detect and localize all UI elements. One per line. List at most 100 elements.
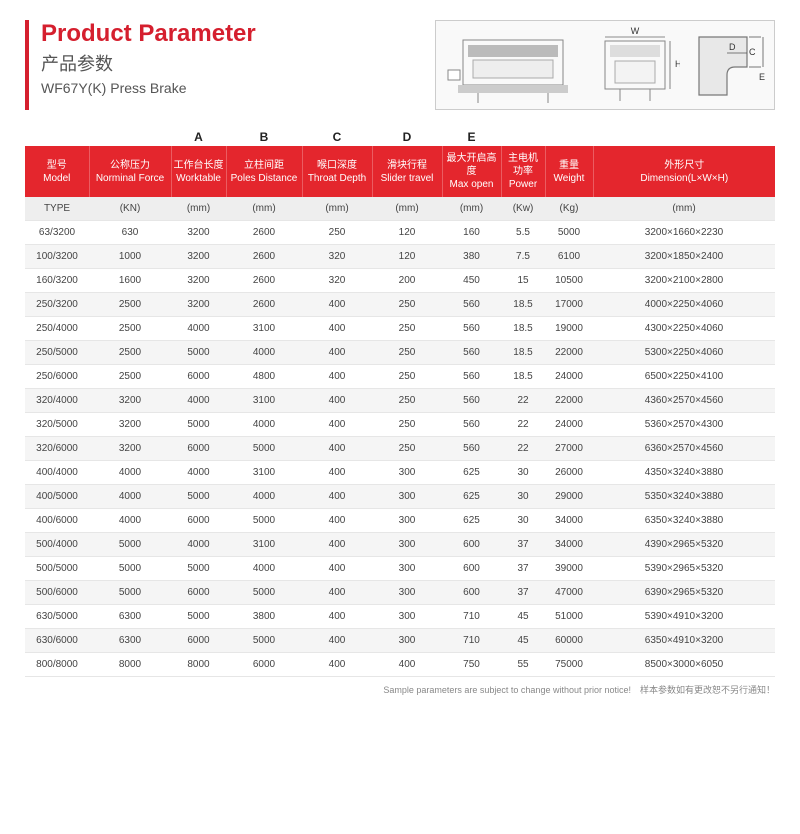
data-cell: 400 [302, 413, 372, 437]
data-cell: 5000 [89, 533, 171, 557]
column-header: 喉口深度Throat Depth [302, 146, 372, 197]
data-cell: 400 [302, 557, 372, 581]
table-row: 400/600040006000500040030062530340006350… [25, 509, 775, 533]
data-cell: 560 [442, 365, 501, 389]
data-cell: 3800 [226, 605, 302, 629]
data-cell: 34000 [545, 509, 593, 533]
data-cell: 630/6000 [25, 629, 89, 653]
data-cell: 75000 [545, 653, 593, 677]
svg-text:W: W [631, 26, 640, 36]
column-letter [89, 130, 171, 144]
data-cell: 22 [501, 437, 545, 461]
data-cell: 800/8000 [25, 653, 89, 677]
data-cell: 320 [302, 269, 372, 293]
data-cell: 4000 [226, 485, 302, 509]
data-cell: 6300 [89, 605, 171, 629]
data-cell: 1600 [89, 269, 171, 293]
data-cell: 120 [372, 245, 442, 269]
data-cell: 2600 [226, 269, 302, 293]
data-cell: 400 [302, 605, 372, 629]
data-cell: 5000 [226, 437, 302, 461]
data-cell: 8500×3000×6050 [593, 653, 775, 677]
data-cell: 250/4000 [25, 317, 89, 341]
title-english: Product Parameter [41, 20, 435, 48]
data-cell: 6300 [89, 629, 171, 653]
title-block: Product Parameter 产品参数 WF67Y(K) Press Br… [41, 20, 435, 96]
data-cell: 4000 [226, 341, 302, 365]
data-cell: 300 [372, 485, 442, 509]
table-row: 250/500025005000400040025056018.52200053… [25, 341, 775, 365]
data-cell: 5390×2965×5320 [593, 557, 775, 581]
machine-front-icon [443, 25, 583, 105]
data-cell: 6350×3240×3880 [593, 509, 775, 533]
data-cell: 5000 [89, 581, 171, 605]
data-cell: 250 [372, 341, 442, 365]
product-subtitle: WF67Y(K) Press Brake [41, 80, 435, 96]
unit-cell: (mm) [442, 197, 501, 221]
data-cell: 400/5000 [25, 485, 89, 509]
data-cell: 400 [302, 509, 372, 533]
data-cell: 19000 [545, 317, 593, 341]
data-cell: 5000 [226, 629, 302, 653]
data-cell: 3200×1850×2400 [593, 245, 775, 269]
column-letter: A [171, 130, 226, 144]
data-cell: 5350×3240×3880 [593, 485, 775, 509]
data-cell: 500/4000 [25, 533, 89, 557]
data-cell: 500/5000 [25, 557, 89, 581]
data-cell: 2500 [89, 341, 171, 365]
data-cell: 400/6000 [25, 509, 89, 533]
data-cell: 29000 [545, 485, 593, 509]
data-cell: 560 [442, 413, 501, 437]
data-cell: 5000 [89, 557, 171, 581]
data-cell: 18.5 [501, 341, 545, 365]
column-letter [593, 130, 775, 144]
data-cell: 250 [372, 317, 442, 341]
data-cell: 710 [442, 629, 501, 653]
data-cell: 6000 [226, 653, 302, 677]
data-cell: 30 [501, 485, 545, 509]
product-diagram: W H D C E [435, 20, 775, 110]
data-cell: 625 [442, 509, 501, 533]
data-cell: 4360×2570×4560 [593, 389, 775, 413]
data-cell: 4000 [171, 461, 226, 485]
column-letter-labels: ABCDE [25, 130, 775, 144]
data-cell: 1000 [89, 245, 171, 269]
svg-text:E: E [759, 72, 765, 82]
data-cell: 6500×2250×4100 [593, 365, 775, 389]
units-row: TYPE(KN)(mm)(mm)(mm)(mm)(mm)(Kw)(Kg)(mm) [25, 197, 775, 221]
data-cell: 400 [302, 293, 372, 317]
data-cell: 8000 [171, 653, 226, 677]
data-cell: 3100 [226, 533, 302, 557]
data-cell: 8000 [89, 653, 171, 677]
table-row: 320/400032004000310040025056022220004360… [25, 389, 775, 413]
data-cell: 300 [372, 605, 442, 629]
column-letter: D [372, 130, 442, 144]
data-cell: 6360×2570×4560 [593, 437, 775, 461]
column-letter [501, 130, 545, 144]
data-cell: 6000 [171, 365, 226, 389]
data-cell: 3200×1660×2230 [593, 221, 775, 245]
data-cell: 250 [372, 389, 442, 413]
data-cell: 34000 [545, 533, 593, 557]
column-header: 主电机功率Power [501, 146, 545, 197]
data-cell: 6000 [171, 509, 226, 533]
data-cell: 100/3200 [25, 245, 89, 269]
data-cell: 400 [302, 485, 372, 509]
unit-cell: (mm) [171, 197, 226, 221]
data-cell: 17000 [545, 293, 593, 317]
data-cell: 4800 [226, 365, 302, 389]
data-cell: 4000 [171, 317, 226, 341]
data-cell: 3100 [226, 389, 302, 413]
data-cell: 250 [302, 221, 372, 245]
table-row: 320/600032006000500040025056022270006360… [25, 437, 775, 461]
data-cell: 4350×3240×3880 [593, 461, 775, 485]
data-cell: 450 [442, 269, 501, 293]
data-cell: 3100 [226, 461, 302, 485]
page-header: Product Parameter 产品参数 WF67Y(K) Press Br… [25, 20, 775, 110]
data-cell: 24000 [545, 413, 593, 437]
data-cell: 37 [501, 581, 545, 605]
table-row: 800/800080008000600040040075055750008500… [25, 653, 775, 677]
data-cell: 45 [501, 629, 545, 653]
data-cell: 400/4000 [25, 461, 89, 485]
data-cell: 400 [302, 533, 372, 557]
